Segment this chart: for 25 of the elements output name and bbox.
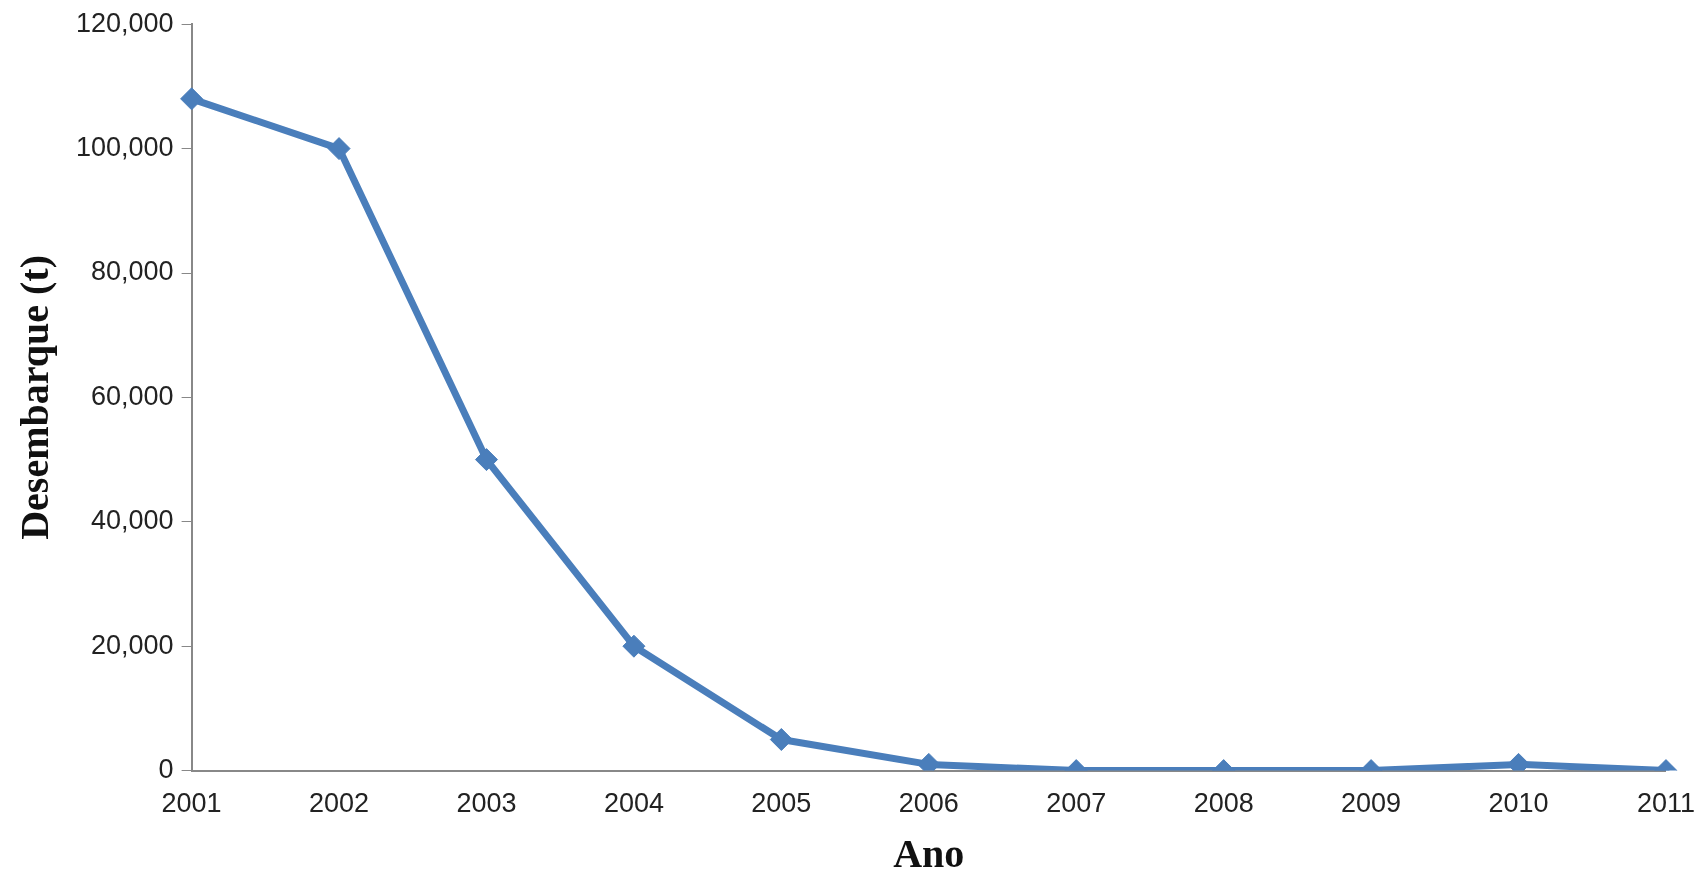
- x-tick-label: 2011: [1636, 788, 1695, 819]
- point: [769, 728, 793, 751]
- point: [180, 87, 204, 111]
- y-tick-label: 100,000: [75, 132, 174, 163]
- x-tick-label: 2005: [751, 788, 812, 819]
- x-tick-label: 2004: [603, 788, 664, 819]
- x-tick-label: 2002: [309, 788, 370, 819]
- x-tick-label: 2003: [456, 788, 517, 819]
- y-tick-label: 40,000: [91, 505, 174, 536]
- point: [622, 634, 646, 658]
- x-tick-label: 2010: [1488, 788, 1549, 819]
- y-tick-label: 20,000: [91, 629, 174, 660]
- y-tick-label: 120,000: [75, 7, 174, 38]
- y-tick-label: 60,000: [91, 380, 174, 411]
- x-tick-label: 2001: [161, 788, 222, 819]
- point: [327, 137, 351, 161]
- x-tick-label: 2009: [1341, 788, 1402, 819]
- x-tick-label: 2007: [1046, 788, 1107, 819]
- point: [474, 448, 498, 472]
- x-tick-label: 2006: [898, 788, 959, 819]
- y-tick-label: 80,000: [91, 256, 174, 287]
- y-tick-label: 0: [158, 754, 174, 785]
- x-tick-label: 2008: [1193, 788, 1254, 819]
- y-axis-title: Desembarque (t): [12, 255, 58, 540]
- x-axis-title: Ano: [893, 831, 965, 877]
